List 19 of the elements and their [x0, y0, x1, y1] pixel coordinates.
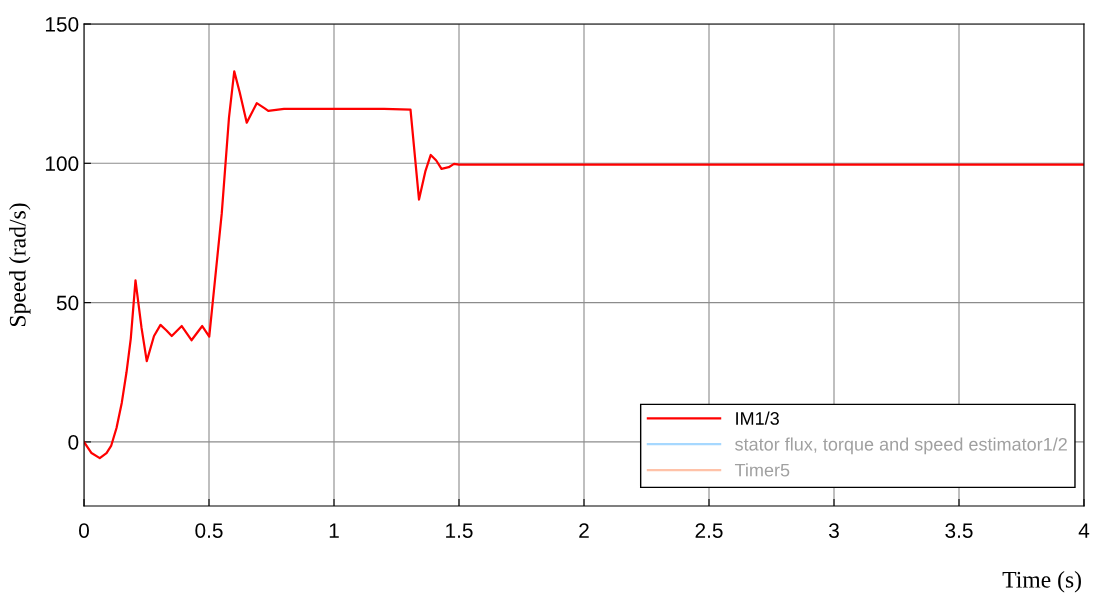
x-tick-label: 4 [1078, 523, 1090, 538]
x-tick-label: 3 [829, 523, 839, 538]
y-tick-label: 50 [56, 295, 79, 311]
line-series [84, 70, 1084, 460]
y-axis-title: Speed (rad/s) [9, 203, 31, 327]
x-tick-label: 1.5 [446, 523, 473, 538]
legend-label: IM1/3 [736, 411, 779, 425]
x-tick-label: 3.5 [945, 523, 973, 538]
x-tick-label: 2.5 [695, 523, 723, 538]
y-tick-label: 100 [45, 156, 79, 172]
x-axis-title: Time (s) [1002, 571, 1081, 593]
x-tick-label: 2 [579, 523, 589, 538]
y-tick-label: 0 [68, 434, 79, 450]
legend-label: stator flux, torque and speed estimator1/2 [735, 437, 1067, 455]
y-tick-label: 150 [45, 17, 79, 32]
x-tick-label: 1 [329, 523, 339, 538]
x-tick-label: 0 [79, 523, 89, 538]
legend-label: Timer5 [734, 463, 790, 477]
x-tick-label: 0.5 [195, 523, 223, 538]
